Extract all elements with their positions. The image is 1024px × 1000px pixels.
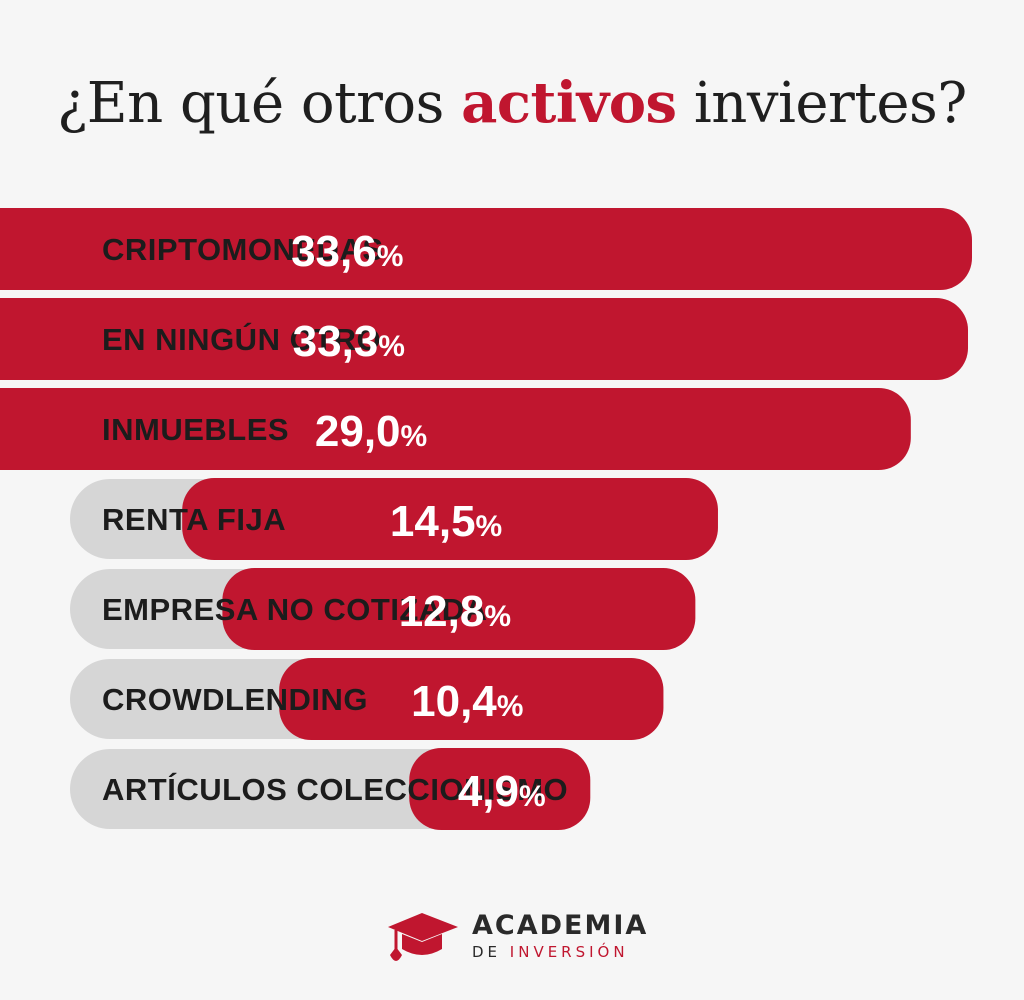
category-label: INMUEBLES — [102, 412, 289, 447]
brand-name: ACADEMIA — [472, 910, 649, 941]
category-label: EN NINGÚN OTRO — [102, 321, 381, 357]
bar — [222, 568, 696, 650]
data-label: 12,8% — [399, 587, 511, 636]
data-label: 10,4% — [411, 677, 523, 726]
academia-logo: ACADEMIA DE INVERSIÓN — [386, 905, 656, 975]
bar-row: RENTA FIJA 14,5% — [70, 478, 718, 560]
category-label: EMPRESA NO COTIZADA — [102, 592, 488, 627]
data-label: 4,9% — [458, 767, 546, 816]
title-highlight: activos — [461, 70, 677, 136]
category-label: CRIPTOMONEDAS — [102, 232, 384, 267]
brand-subtitle-de: DE — [472, 943, 510, 961]
data-label: 33,3% — [293, 317, 405, 366]
data-label: 33,6% — [291, 227, 403, 276]
title-part-1: ¿En qué otros — [57, 71, 462, 136]
data-label: 14,5% — [390, 497, 502, 546]
bar — [0, 298, 969, 380]
brand-subtitle: DE INVERSIÓN — [472, 943, 629, 961]
bar — [182, 478, 718, 560]
graduation-cap-icon — [388, 913, 458, 961]
category-label: RENTA FIJA — [102, 502, 286, 537]
category-label: ARTÍCULOS COLECCIONISMO — [102, 772, 568, 807]
bar-row: CROWDLENDING 10,4% — [70, 658, 664, 740]
bar — [0, 208, 972, 290]
brand-subtitle-inversion: INVERSIÓN — [509, 943, 629, 961]
chart-title: ¿En qué otros activos inviertes? — [0, 70, 1024, 136]
bar — [0, 388, 911, 470]
data-label: 29,0% — [315, 407, 427, 456]
bar — [279, 658, 664, 740]
bar — [409, 748, 591, 830]
bar-row: INMUEBLES 29,0% — [0, 388, 911, 470]
category-label: CROWDLENDING — [102, 682, 368, 717]
title-part-2: inviertes? — [676, 71, 967, 136]
